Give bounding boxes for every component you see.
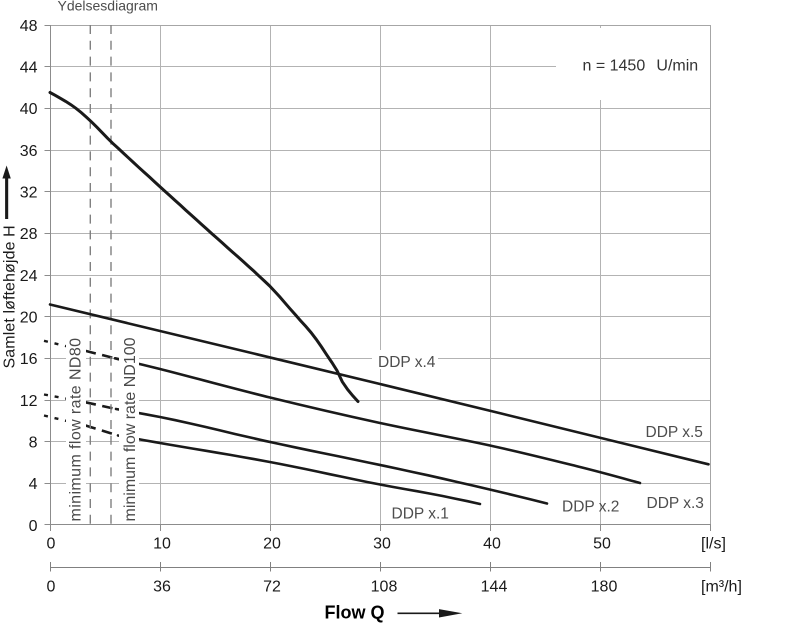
svg-text:50: 50 bbox=[593, 536, 611, 553]
svg-text:Ydelsesdiagram: Ydelsesdiagram bbox=[58, 0, 158, 14]
svg-text:32: 32 bbox=[20, 185, 38, 202]
svg-text:72: 72 bbox=[263, 579, 281, 596]
svg-text:30: 30 bbox=[373, 536, 391, 553]
svg-text:24: 24 bbox=[20, 268, 38, 285]
svg-text:36: 36 bbox=[153, 579, 171, 596]
svg-text:Samlet løftehøjde H: Samlet løftehøjde H bbox=[2, 225, 19, 368]
svg-text:[l/s]: [l/s] bbox=[701, 536, 726, 553]
svg-text:0: 0 bbox=[47, 536, 56, 553]
svg-text:48: 48 bbox=[20, 18, 38, 35]
svg-text:minimum flow rate ND80: minimum flow rate ND80 bbox=[68, 338, 85, 522]
svg-text:40: 40 bbox=[483, 536, 501, 553]
svg-text:28: 28 bbox=[20, 226, 38, 243]
svg-text:minimum flow rate ND100: minimum flow rate ND100 bbox=[122, 337, 139, 521]
svg-text:20: 20 bbox=[263, 536, 281, 553]
svg-text:0: 0 bbox=[47, 579, 56, 596]
svg-text:10: 10 bbox=[153, 536, 171, 553]
svg-text:20: 20 bbox=[20, 310, 38, 327]
svg-text:8: 8 bbox=[29, 435, 38, 452]
svg-text:108: 108 bbox=[371, 579, 398, 596]
svg-text:[m³/h]: [m³/h] bbox=[701, 579, 742, 596]
svg-text:44: 44 bbox=[20, 60, 38, 77]
svg-text:40: 40 bbox=[20, 101, 38, 118]
svg-text:180: 180 bbox=[591, 579, 618, 596]
svg-text:144: 144 bbox=[481, 579, 508, 596]
svg-text:4: 4 bbox=[29, 476, 38, 493]
svg-text:0: 0 bbox=[29, 518, 38, 535]
svg-text:DDP x.3: DDP x.3 bbox=[647, 495, 704, 512]
svg-text:DDP x.5: DDP x.5 bbox=[646, 424, 703, 441]
svg-text:36: 36 bbox=[20, 143, 38, 160]
svg-text:DDP x.4: DDP x.4 bbox=[378, 354, 436, 371]
svg-text:12: 12 bbox=[20, 393, 38, 410]
svg-text:Flow Q: Flow Q bbox=[325, 603, 385, 623]
svg-text:16: 16 bbox=[20, 351, 38, 368]
svg-text:DDP x.1: DDP x.1 bbox=[392, 506, 449, 523]
svg-text:DDP x.2: DDP x.2 bbox=[562, 499, 619, 516]
svg-text:n = 1450: n = 1450 bbox=[583, 58, 646, 75]
svg-text:U/min: U/min bbox=[656, 58, 698, 75]
